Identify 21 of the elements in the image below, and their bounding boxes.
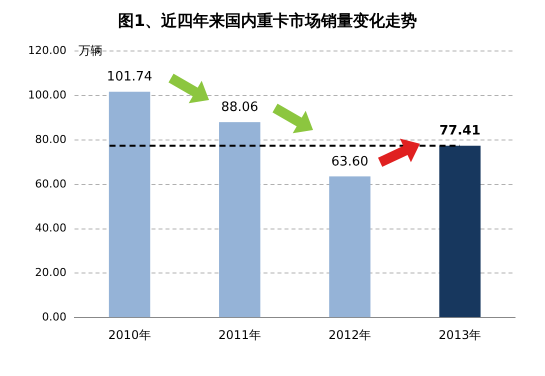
y-tick-label: 100.00	[28, 88, 66, 102]
y-axis-title: 万辆	[78, 43, 102, 58]
x-tick-label: 2011年	[218, 328, 261, 342]
data-label: 101.74	[106, 70, 152, 85]
data-label: 88.06	[221, 100, 258, 115]
x-tick-label: 2010年	[108, 328, 151, 342]
bar	[439, 146, 481, 318]
y-tick-label: 120.00	[28, 44, 66, 58]
y-tick-label: 0.00	[42, 310, 66, 324]
x-tick-label: 2013年	[438, 328, 482, 342]
y-tick-label: 40.00	[34, 222, 66, 235]
data-label: 63.60	[331, 154, 368, 170]
y-tick-label: 20.00	[34, 266, 66, 280]
x-tick-label: 2012年	[328, 328, 372, 342]
data-label: 77.41	[439, 124, 480, 139]
chart-title: 图1、近四年来国内重卡市场销量变化走势	[118, 10, 418, 30]
bar	[108, 92, 150, 318]
y-tick-label: 80.00	[34, 132, 66, 146]
bar	[329, 176, 370, 318]
y-tick-label: 60.00	[34, 177, 66, 190]
bar	[219, 122, 260, 318]
